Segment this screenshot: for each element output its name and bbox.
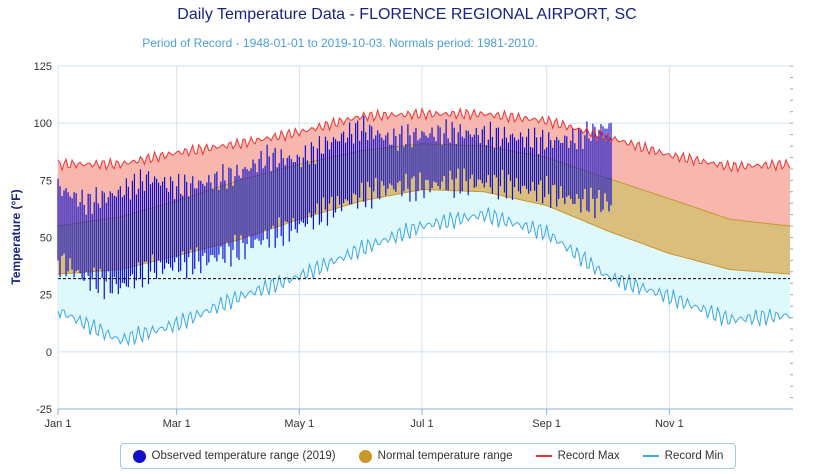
record-max-swatch-icon: [535, 455, 552, 457]
temperature-chart: -25 0 25 50 75 100 125 Jan 1 Mar 1 May 1 Jul 1 Sep …: [9, 61, 793, 430]
legend-item-observed[interactable]: Observed temperature range (2019): [132, 449, 336, 463]
observed-swatch-icon: [132, 449, 146, 463]
x-tick-label: Jan 1: [45, 418, 72, 430]
x-tick-label: Sep 1: [532, 418, 561, 430]
y-tick-label: 100: [34, 118, 52, 130]
y-tick-label: -25: [36, 404, 52, 416]
y-tick-label: 25: [40, 290, 52, 302]
legend-label-observed: Observed temperature range (2019): [151, 450, 336, 462]
legend-item-record-max[interactable]: Record Max: [535, 450, 620, 462]
chart-legend: Observed temperature range (2019) Normal…: [120, 443, 736, 469]
legend-label-record-max: Record Max: [557, 450, 620, 462]
y-tick-label: 50: [40, 233, 52, 245]
y-tick-label: 125: [34, 61, 52, 73]
line-layer: [57, 106, 791, 347]
legend-item-normal[interactable]: Normal temperature range: [358, 449, 513, 463]
x-tick-label: Nov 1: [655, 418, 684, 430]
observed-layer: [57, 115, 612, 300]
normal-swatch-icon: [358, 449, 372, 463]
record-max-line: [57, 106, 791, 173]
legend-label-normal: Normal temperature range: [377, 450, 513, 462]
legend-item-record-min[interactable]: Record Min: [642, 450, 724, 462]
y-tick-label: 75: [40, 175, 52, 187]
x-tick-label: Jul 1: [410, 418, 433, 430]
chart-title: Daily Temperature Data - FLORENCE REGION…: [177, 6, 637, 23]
chart-subtitle: Period of Record - 1948-01-01 to 2019-10…: [142, 36, 538, 50]
legend-label-record-min: Record Min: [664, 450, 724, 462]
axis-layer: -25 0 25 50 75 100 125 Jan 1 Mar 1 May 1 Jul 1 Sep …: [34, 61, 793, 430]
x-tick-label: Mar 1: [163, 418, 191, 430]
record-min-line: [57, 207, 791, 347]
x-tick-label: May 1: [284, 418, 314, 430]
y-axis-label: Temperature (°F): [9, 189, 23, 284]
record-min-swatch-icon: [642, 455, 659, 457]
y-tick-label: 0: [46, 347, 52, 359]
record-min-band: [58, 189, 790, 345]
